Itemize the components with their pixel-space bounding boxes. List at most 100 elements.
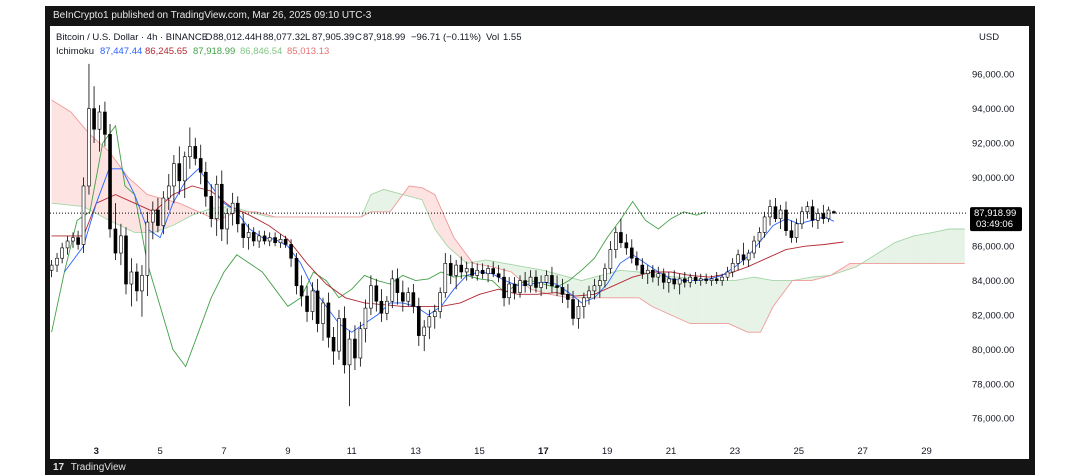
cloud-segment	[640, 272, 643, 300]
cloud-segment	[62, 106, 65, 205]
candle-body	[688, 276, 693, 283]
cloud-segment	[508, 263, 510, 272]
candle-body	[188, 146, 192, 158]
candle	[257, 230, 261, 248]
cloud-segment	[848, 263, 850, 270]
cloud-segment	[393, 191, 395, 208]
cloud-segment	[425, 189, 427, 211]
candle	[667, 271, 671, 293]
cloud-segment	[412, 186, 415, 198]
last-price-tag: 87,918.99 03:49:06	[970, 207, 1022, 232]
cloud-segment	[613, 271, 616, 298]
last-price-value: 87,918.99	[974, 208, 1016, 219]
cloud-segment	[688, 278, 691, 324]
candle-body	[267, 237, 272, 242]
cloud-segment	[125, 173, 127, 229]
cloud-segment	[916, 235, 919, 264]
cloud-segment	[64, 107, 66, 205]
cloud-segment	[707, 279, 710, 324]
cloud-segment	[944, 229, 946, 264]
cloud-segment	[409, 185, 411, 197]
candle-body	[438, 292, 442, 312]
candle-body	[592, 285, 597, 292]
cloud-segment	[573, 278, 576, 298]
candle-body	[491, 268, 495, 275]
cloud-segment	[372, 193, 375, 212]
candle	[151, 201, 155, 240]
cloud-segment	[760, 278, 763, 333]
cloud-segment	[963, 228, 965, 264]
candle	[76, 230, 80, 250]
candlestick-chart[interactable]: 96,000.00 94,000.00 92,000.00 90,000.00 88,0…	[49, 26, 1029, 459]
cloud-segment	[447, 223, 450, 248]
candle-body	[331, 337, 336, 352]
cloud-segment	[920, 234, 922, 264]
candle-body	[65, 240, 70, 249]
candle-body	[464, 268, 469, 273]
cloud-segment	[687, 278, 689, 323]
candle-body	[608, 249, 613, 269]
chart-area[interactable]: 96,000.00 94,000.00 92,000.00 90,000.00 88,0…	[49, 26, 1029, 459]
cloud-segment	[105, 148, 108, 220]
cloud-segment	[897, 241, 900, 264]
candle	[480, 263, 485, 279]
cloud-segment	[511, 264, 513, 274]
legend: Bitcoin / U.S. Dollar · 4h · BINANCE O 8…	[56, 32, 522, 57]
candle	[651, 265, 655, 283]
candle	[342, 306, 347, 374]
cloud-segment	[224, 207, 226, 218]
cloud-segment	[926, 233, 929, 264]
cloud-segment	[370, 193, 373, 212]
candle	[539, 275, 543, 297]
cloud-segment	[923, 233, 925, 264]
time-tick-label: 3	[94, 446, 99, 457]
candle-body	[656, 273, 661, 278]
candle-body	[251, 232, 256, 242]
candle	[752, 235, 756, 259]
cloud-segment	[91, 135, 94, 212]
cloud-segment	[117, 162, 119, 225]
candle-body	[582, 297, 586, 307]
ichimoku-lines	[51, 99, 965, 368]
cloud-segment	[950, 228, 953, 264]
cloud-segment	[889, 244, 892, 264]
time-axis[interactable]: 3 5 7 9 11 13 15 17 19 21 23 25 27 29	[94, 446, 932, 457]
legend-high: 88,077.32	[263, 32, 305, 43]
time-tick-label: 27	[857, 446, 868, 457]
cloud-segment	[484, 259, 486, 266]
candle	[358, 321, 363, 367]
cloud-segment	[174, 201, 177, 225]
candle	[129, 258, 134, 307]
candle-body	[800, 211, 804, 225]
cloud-segment	[445, 219, 448, 247]
time-tick-label: 9	[285, 446, 290, 457]
candle	[172, 155, 176, 204]
cloud-segment	[429, 191, 432, 222]
cloud-segment	[465, 252, 467, 264]
price-axis[interactable]: 96,000.0094,000.0092,000.0090,000.0088,0…	[972, 70, 1014, 425]
cloud-segment	[945, 229, 948, 264]
candle	[475, 263, 480, 281]
cloud-segment	[813, 276, 815, 281]
cloud-segment	[854, 263, 857, 268]
cloud-segment	[179, 203, 181, 223]
cloud-segment	[449, 226, 451, 250]
cloud-segment	[928, 232, 930, 264]
price-tick-label: 84,000.00	[972, 276, 1014, 287]
cloud-segment	[642, 272, 644, 302]
cloud-segment	[94, 138, 97, 214]
cloud-segment	[596, 276, 598, 298]
cloud-segment	[733, 280, 735, 327]
cloud-segment	[691, 278, 694, 324]
candle-body	[140, 275, 144, 292]
candle	[113, 203, 118, 260]
cloud-segment	[144, 191, 146, 233]
candle-body	[757, 232, 762, 242]
cloud-segment	[374, 192, 376, 212]
cloud-segment	[188, 207, 191, 217]
candle	[576, 299, 581, 329]
currency-label[interactable]: USD	[979, 32, 999, 43]
candle	[672, 270, 677, 290]
candle	[762, 211, 767, 238]
candle	[321, 297, 325, 341]
